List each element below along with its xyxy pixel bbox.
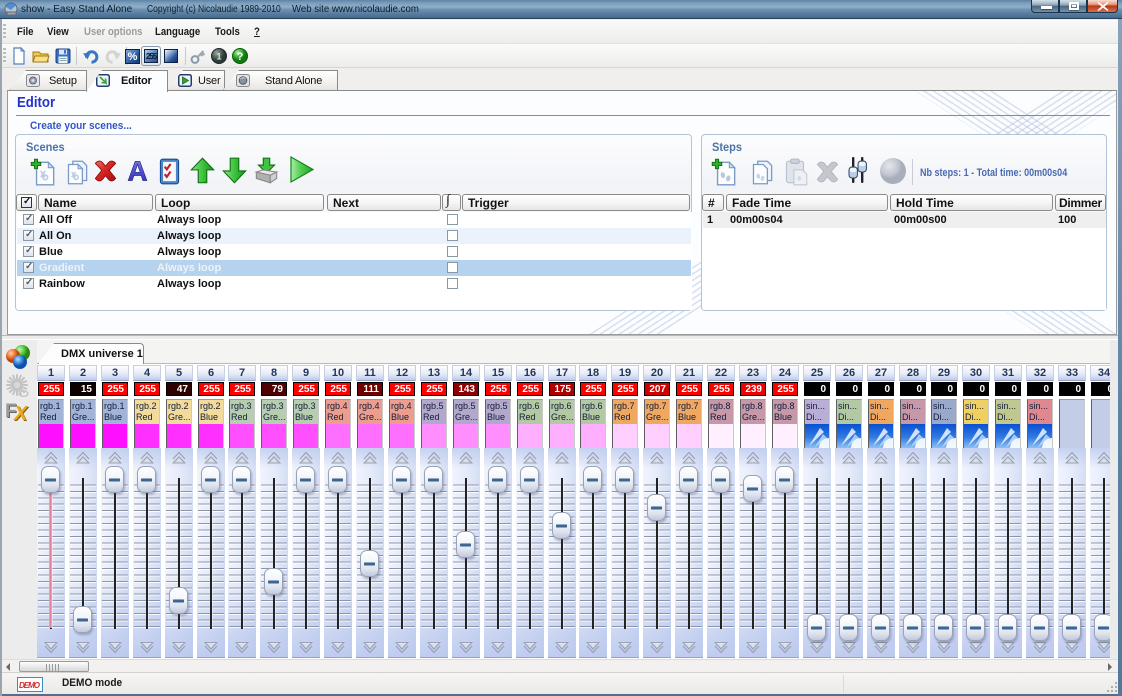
- svg-text:?: ?: [237, 51, 244, 63]
- svg-text:1: 1: [216, 52, 221, 62]
- svg-text:A: A: [127, 156, 147, 187]
